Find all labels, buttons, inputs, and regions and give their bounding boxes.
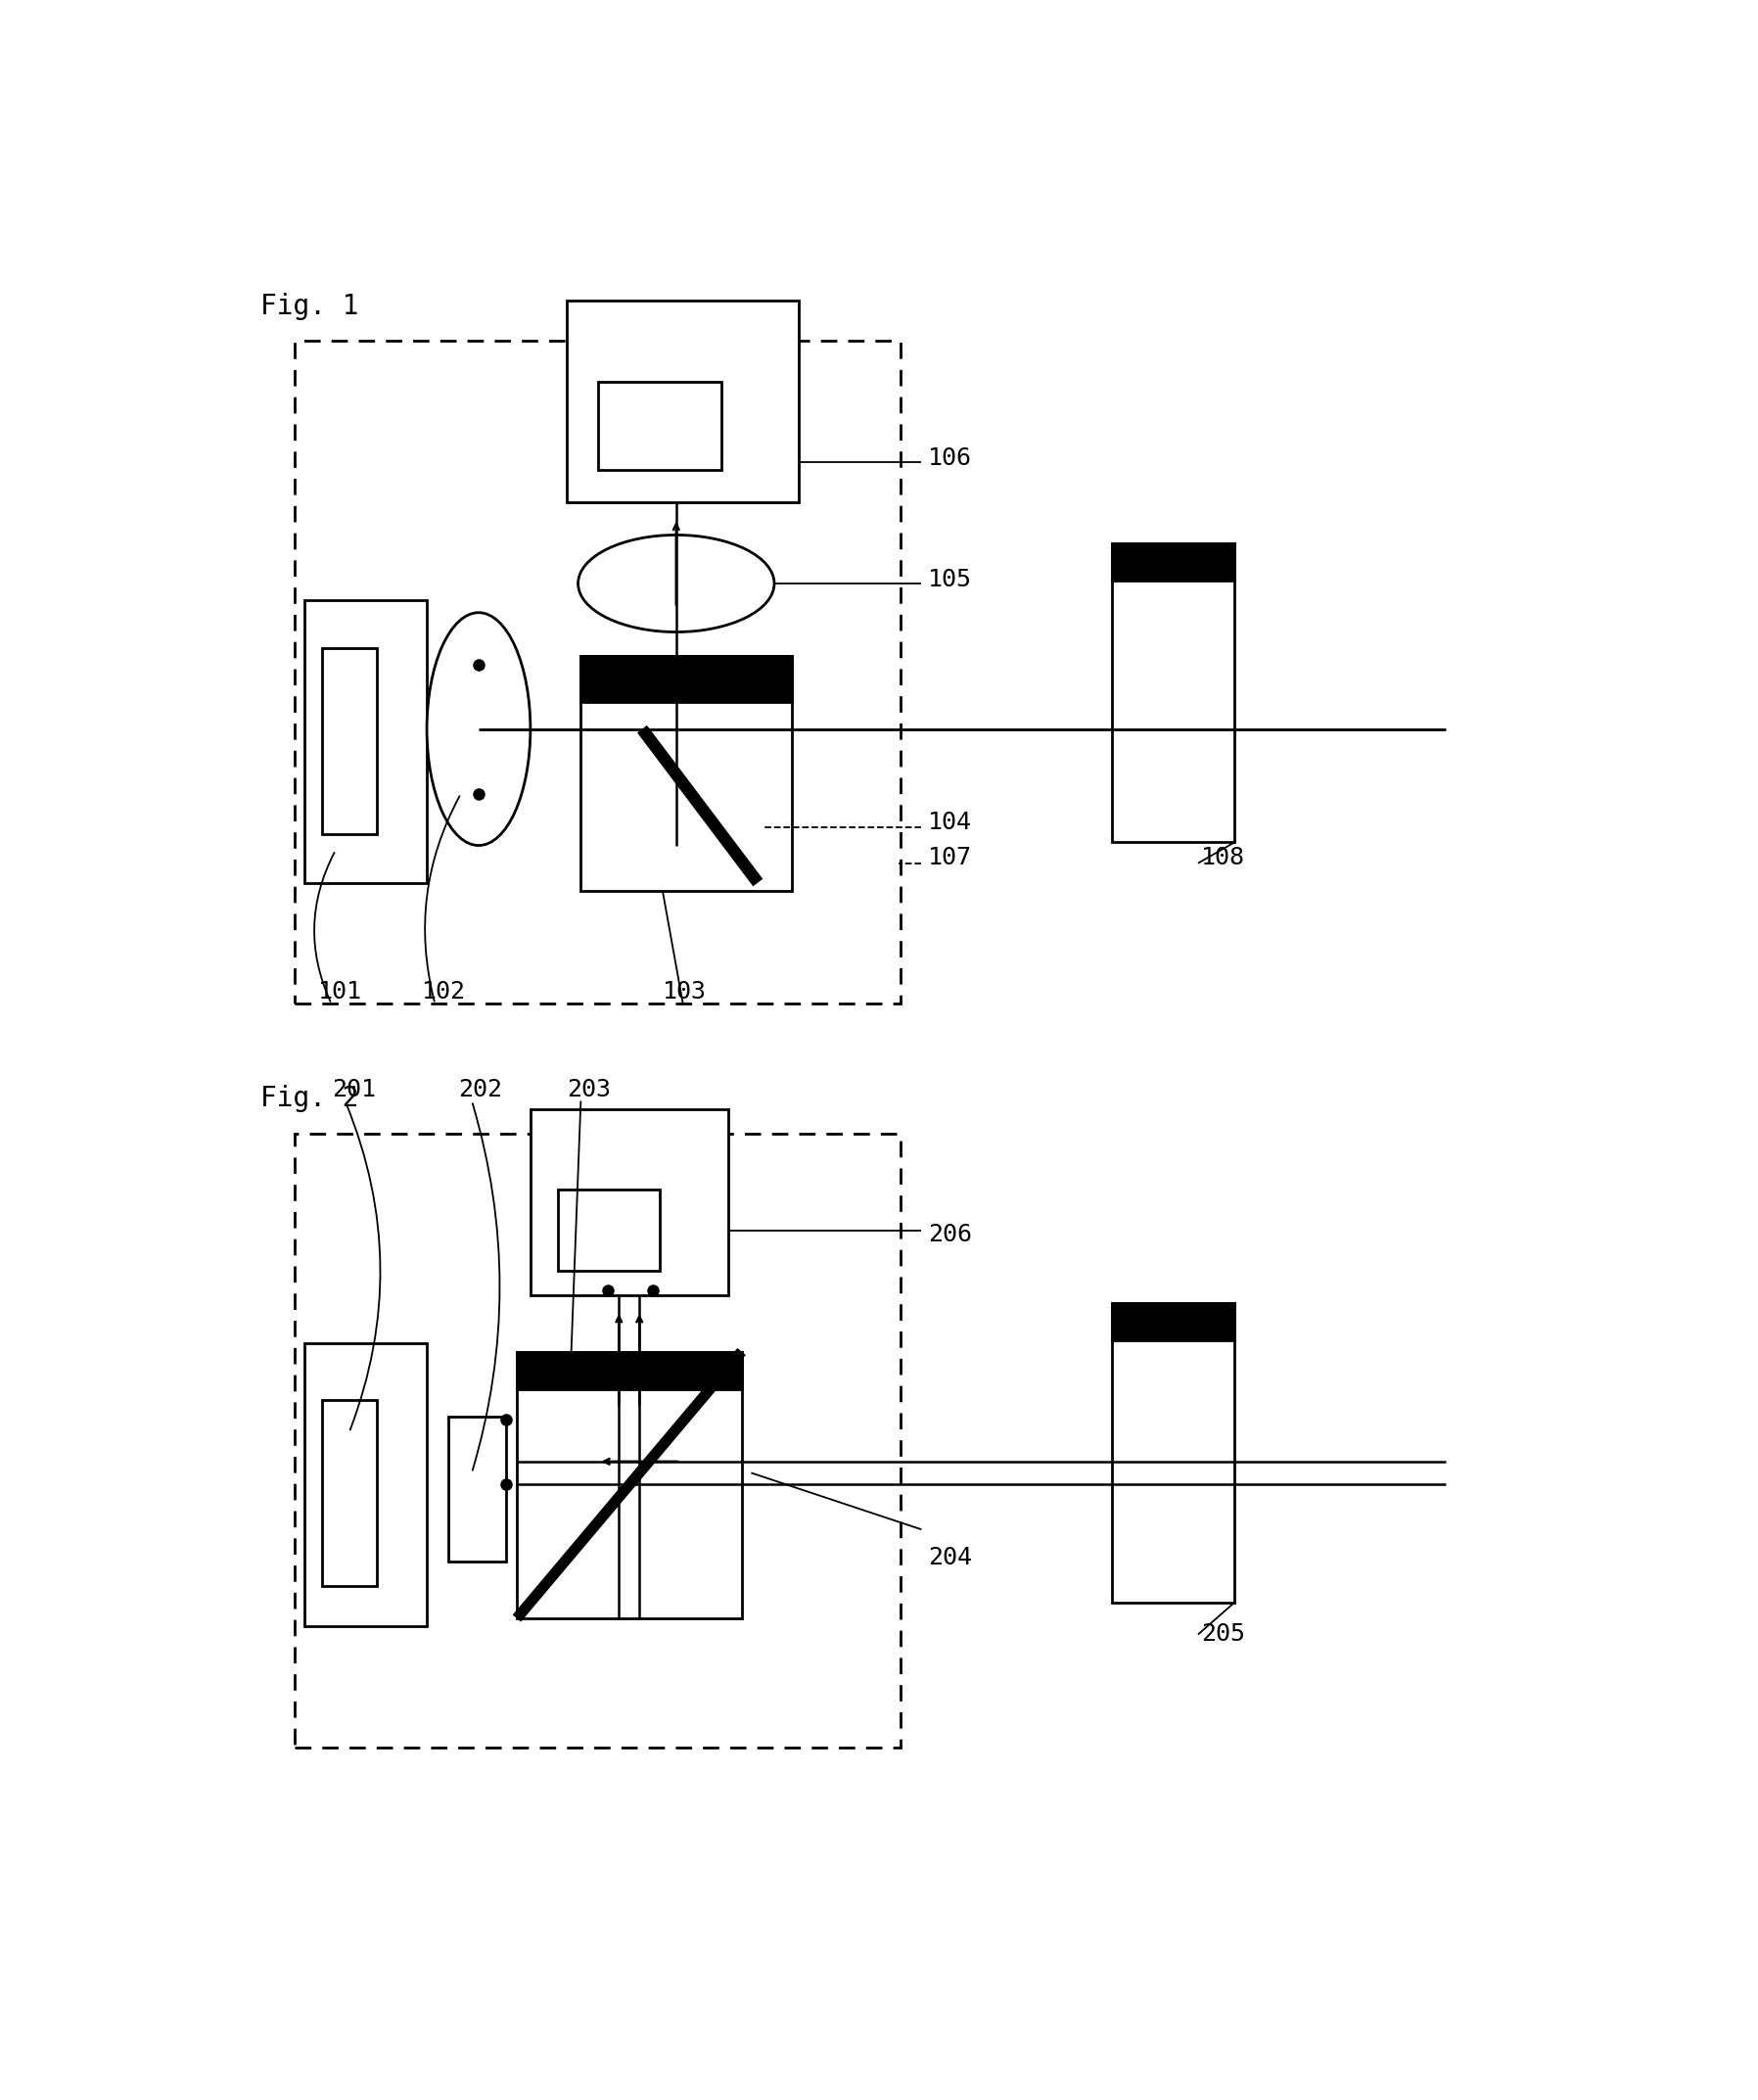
Text: Fig. 1: Fig. 1 [260, 292, 359, 319]
Bar [1113, 544, 1234, 580]
Text: 104: 104 [928, 811, 972, 834]
Bar [448, 1415, 506, 1562]
Bar [304, 1344, 427, 1625]
Text: 107: 107 [928, 846, 972, 869]
Bar [295, 1134, 900, 1747]
Bar [295, 340, 900, 1004]
Text: 205: 205 [1201, 1623, 1245, 1646]
Ellipse shape [427, 613, 531, 846]
Text: 101: 101 [318, 981, 362, 1004]
Text: 106: 106 [928, 447, 972, 470]
Bar [322, 1401, 376, 1586]
Bar [568, 300, 798, 502]
Bar [322, 649, 376, 834]
Text: 103: 103 [663, 981, 707, 1004]
Text: 206: 206 [928, 1222, 972, 1247]
Bar [580, 655, 791, 701]
Bar [531, 1109, 728, 1296]
Bar [598, 382, 721, 470]
Bar [1113, 544, 1234, 842]
Bar [304, 601, 427, 882]
Text: 204: 204 [928, 1546, 972, 1571]
Text: 108: 108 [1201, 846, 1245, 869]
Text: 202: 202 [459, 1077, 503, 1100]
Text: Fig. 2: Fig. 2 [260, 1086, 359, 1113]
Bar [517, 1352, 742, 1619]
Bar [1113, 1302, 1234, 1602]
Bar [517, 1352, 742, 1388]
Bar [580, 655, 791, 890]
Text: 203: 203 [568, 1077, 612, 1100]
Bar [1113, 1302, 1234, 1340]
Text: 105: 105 [928, 569, 972, 592]
Ellipse shape [578, 536, 774, 632]
Text: 102: 102 [422, 981, 466, 1004]
Bar [557, 1191, 659, 1270]
Text: 201: 201 [332, 1077, 376, 1100]
